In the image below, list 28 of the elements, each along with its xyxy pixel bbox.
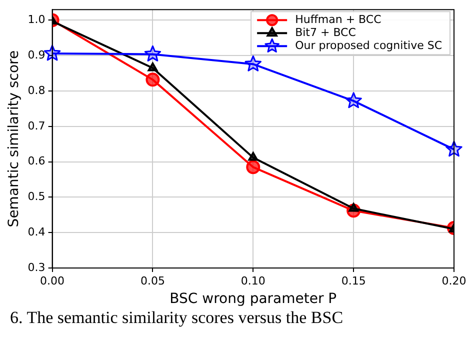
point — [144, 45, 162, 62]
legend-label: Bit7 + BCC — [295, 26, 356, 39]
legend-label: Huffman + BCC — [295, 12, 382, 26]
x-tick-label: 0.00 — [40, 274, 65, 288]
y-tick-label: 0.9 — [28, 48, 46, 62]
point — [248, 152, 258, 161]
point — [146, 72, 160, 87]
x-axis-title: BSC wrong parameter P — [170, 291, 337, 308]
x-tick-label: 0.05 — [140, 274, 165, 288]
x-tick-label: 0.20 — [442, 274, 466, 288]
point — [148, 62, 158, 72]
y-tick-label: 0.6 — [28, 154, 46, 168]
legend-label: Our proposed cognitive SC — [295, 38, 442, 52]
x-tick-label: 0.15 — [341, 274, 366, 288]
point — [345, 92, 362, 108]
text: 6. The semantic similarity scores versus the BSC — [10, 308, 344, 328]
point — [44, 44, 61, 61]
y-tick-label: 1.0 — [28, 13, 46, 26]
y-tick-label: 0.3 — [28, 260, 46, 274]
y-axis-title: Semantic similarity score — [6, 50, 22, 228]
x-tick-label: 0.10 — [240, 274, 266, 288]
point — [446, 140, 462, 157]
y-tick-label: 0.5 — [28, 190, 46, 204]
y-tick-label: 0.8 — [28, 84, 46, 97]
point — [246, 160, 260, 174]
y-tick-label: 0.4 — [28, 225, 46, 238]
point — [244, 55, 262, 72]
y-tick-label: 0.7 — [28, 119, 46, 132]
